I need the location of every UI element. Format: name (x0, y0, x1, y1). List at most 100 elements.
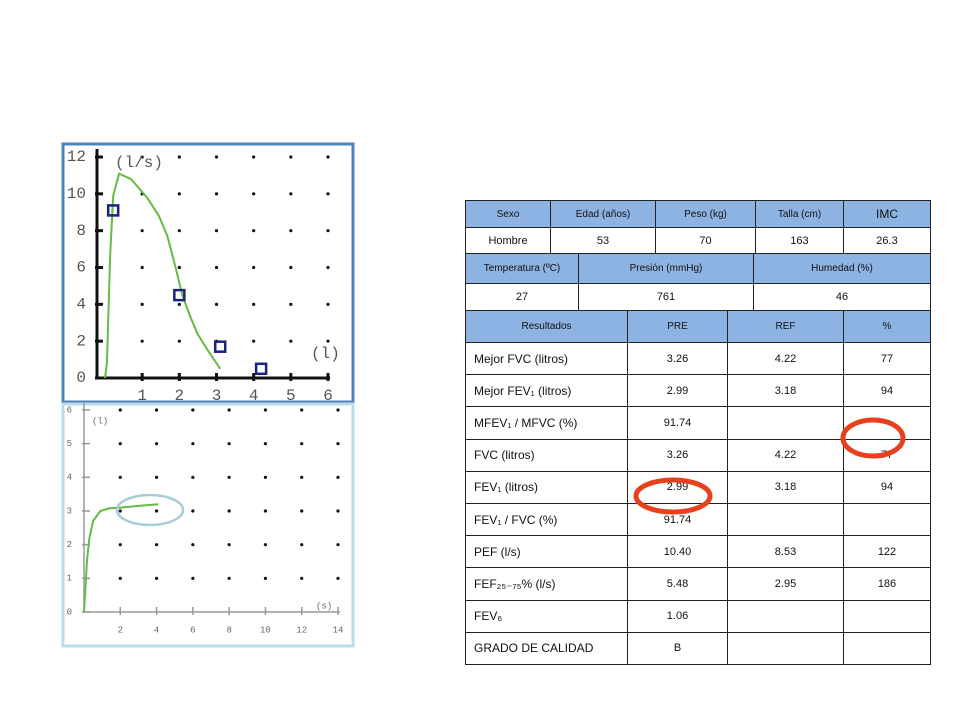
grid-dot (227, 509, 231, 513)
table-cell: FVC (litros) (465, 438, 628, 472)
grid-dot (289, 155, 293, 159)
x-tick-label: 6 (323, 387, 333, 405)
grid-dot (289, 339, 293, 343)
y-tick-label: 3 (67, 506, 72, 516)
y-tick-label: 8 (76, 222, 86, 240)
grid-dot (177, 265, 181, 270)
header-row: Temperatura (ºC) Presión (mmHg) Humedad (%… (465, 253, 931, 284)
y-tick-label: 6 (76, 259, 86, 277)
table-cell: 3.26 (627, 438, 728, 472)
table-cell: 27 (465, 283, 579, 311)
y-axis-unit: (l) (92, 416, 108, 426)
table-cell: 94 (843, 470, 931, 504)
grid-dot (214, 302, 219, 306)
grid-dot (154, 408, 159, 412)
table-cell: 2.99 (627, 470, 728, 504)
table-cell (843, 502, 931, 537)
x-axis-unit: (s) (316, 601, 332, 611)
table-cell: 91.74 (627, 406, 728, 440)
table-row: FEV₁ (litros) 2.99 3.18 94 (465, 470, 931, 504)
grid-dot (118, 442, 122, 446)
grid-dot (263, 475, 268, 479)
grid-dot (263, 576, 268, 580)
table-cell: 94 (843, 374, 931, 408)
table-row: Mejor FEV₁ (litros) 2.99 3.18 94 (465, 374, 931, 408)
header-row: Sexo Edad (años) Peso (kg) Talla (cm) IMC (465, 200, 931, 228)
grid-dot (191, 509, 195, 513)
grid-dot (300, 543, 304, 547)
grid-dot (140, 339, 144, 343)
grid-dot (252, 302, 256, 306)
table-cell: 122 (843, 535, 931, 569)
y-tick-label: 0 (76, 369, 86, 387)
grid-dot (336, 509, 340, 513)
table-cell: 2.95 (727, 567, 844, 601)
grid-dot (177, 192, 181, 196)
grid-dot (214, 229, 219, 233)
y-tick-label: 1 (67, 574, 72, 584)
x-tick-label: 1 (137, 387, 147, 405)
table-cell: 4.22 (727, 438, 844, 472)
header-cell: REF (727, 310, 844, 343)
y-tick-label: 10 (67, 185, 86, 203)
marker (173, 288, 186, 302)
grid-dot (140, 302, 144, 306)
table-cell: FEV₁ (litros) (465, 470, 628, 504)
y-tick-label: 4 (76, 296, 86, 314)
grid-dot (336, 408, 340, 412)
chart-frame (61, 142, 355, 404)
grid-dot (214, 192, 219, 196)
table-cell: 761 (578, 283, 754, 311)
table-cell: Mejor FEV₁ (litros) (465, 374, 628, 408)
grid-dot (252, 155, 256, 159)
curve (104, 172, 222, 379)
table-cell: MFEV₁ / MFVC (%) (465, 406, 628, 440)
grid-dot (300, 576, 304, 580)
grid-dot (336, 442, 340, 446)
table-cell: 3.26 (627, 341, 728, 376)
grid-dot (252, 229, 256, 233)
grid-dot (214, 265, 219, 270)
grid-dot (326, 339, 330, 343)
grid-dot (289, 229, 293, 233)
y-tick-label: 4 (67, 473, 72, 483)
table-cell: 77 (843, 341, 931, 376)
header-cell: Edad (años) (550, 200, 656, 228)
grid-dot (118, 543, 122, 547)
grid-dot (336, 475, 340, 479)
table-cell: GRADO DE CALIDAD (465, 631, 628, 665)
table-cell: PEF (l/s) (465, 535, 628, 569)
header-cell: IMC (843, 200, 931, 228)
data-table: Sexo Edad (años) Peso (kg) Talla (cm) IMC Hom… (465, 200, 931, 254)
header-cell: Peso (kg) (655, 200, 756, 228)
table-cell: 53 (550, 227, 656, 254)
grid-dot (289, 192, 293, 196)
table-cell (843, 599, 931, 633)
grid-dot (140, 229, 144, 233)
x-tick-label: 8 (226, 625, 231, 635)
grid-dot (191, 475, 195, 479)
table-cell: 1.06 (627, 599, 728, 633)
grid-dot (252, 265, 256, 270)
grid-dot (177, 339, 181, 343)
table-cell: 26.3 (843, 227, 931, 254)
y-tick-label: 12 (67, 148, 86, 166)
grid-dot (326, 302, 330, 306)
x-axis-unit: (l) (311, 345, 340, 363)
table-row: 27 761 46 (465, 283, 931, 311)
grid-dot (326, 265, 330, 270)
grid-dot (326, 155, 330, 159)
grid-dot (289, 265, 293, 270)
table-row: FEF₂₅₋₇₅% (l/s) 5.48 2.95 186 (465, 567, 931, 601)
grid-dot (140, 155, 144, 159)
table-cell: 2.99 (627, 374, 728, 408)
data-table: Temperatura (ºC) Presión (mmHg) Humedad (%… (465, 253, 931, 311)
table-cell: 8.53 (727, 535, 844, 569)
table-cell: 3.18 (727, 374, 844, 408)
grid-dot (214, 155, 219, 159)
header-cell: Sexo (465, 200, 551, 228)
table-cell: FEV₁ / FVC (%) (465, 502, 628, 537)
grid-dot (289, 302, 293, 306)
